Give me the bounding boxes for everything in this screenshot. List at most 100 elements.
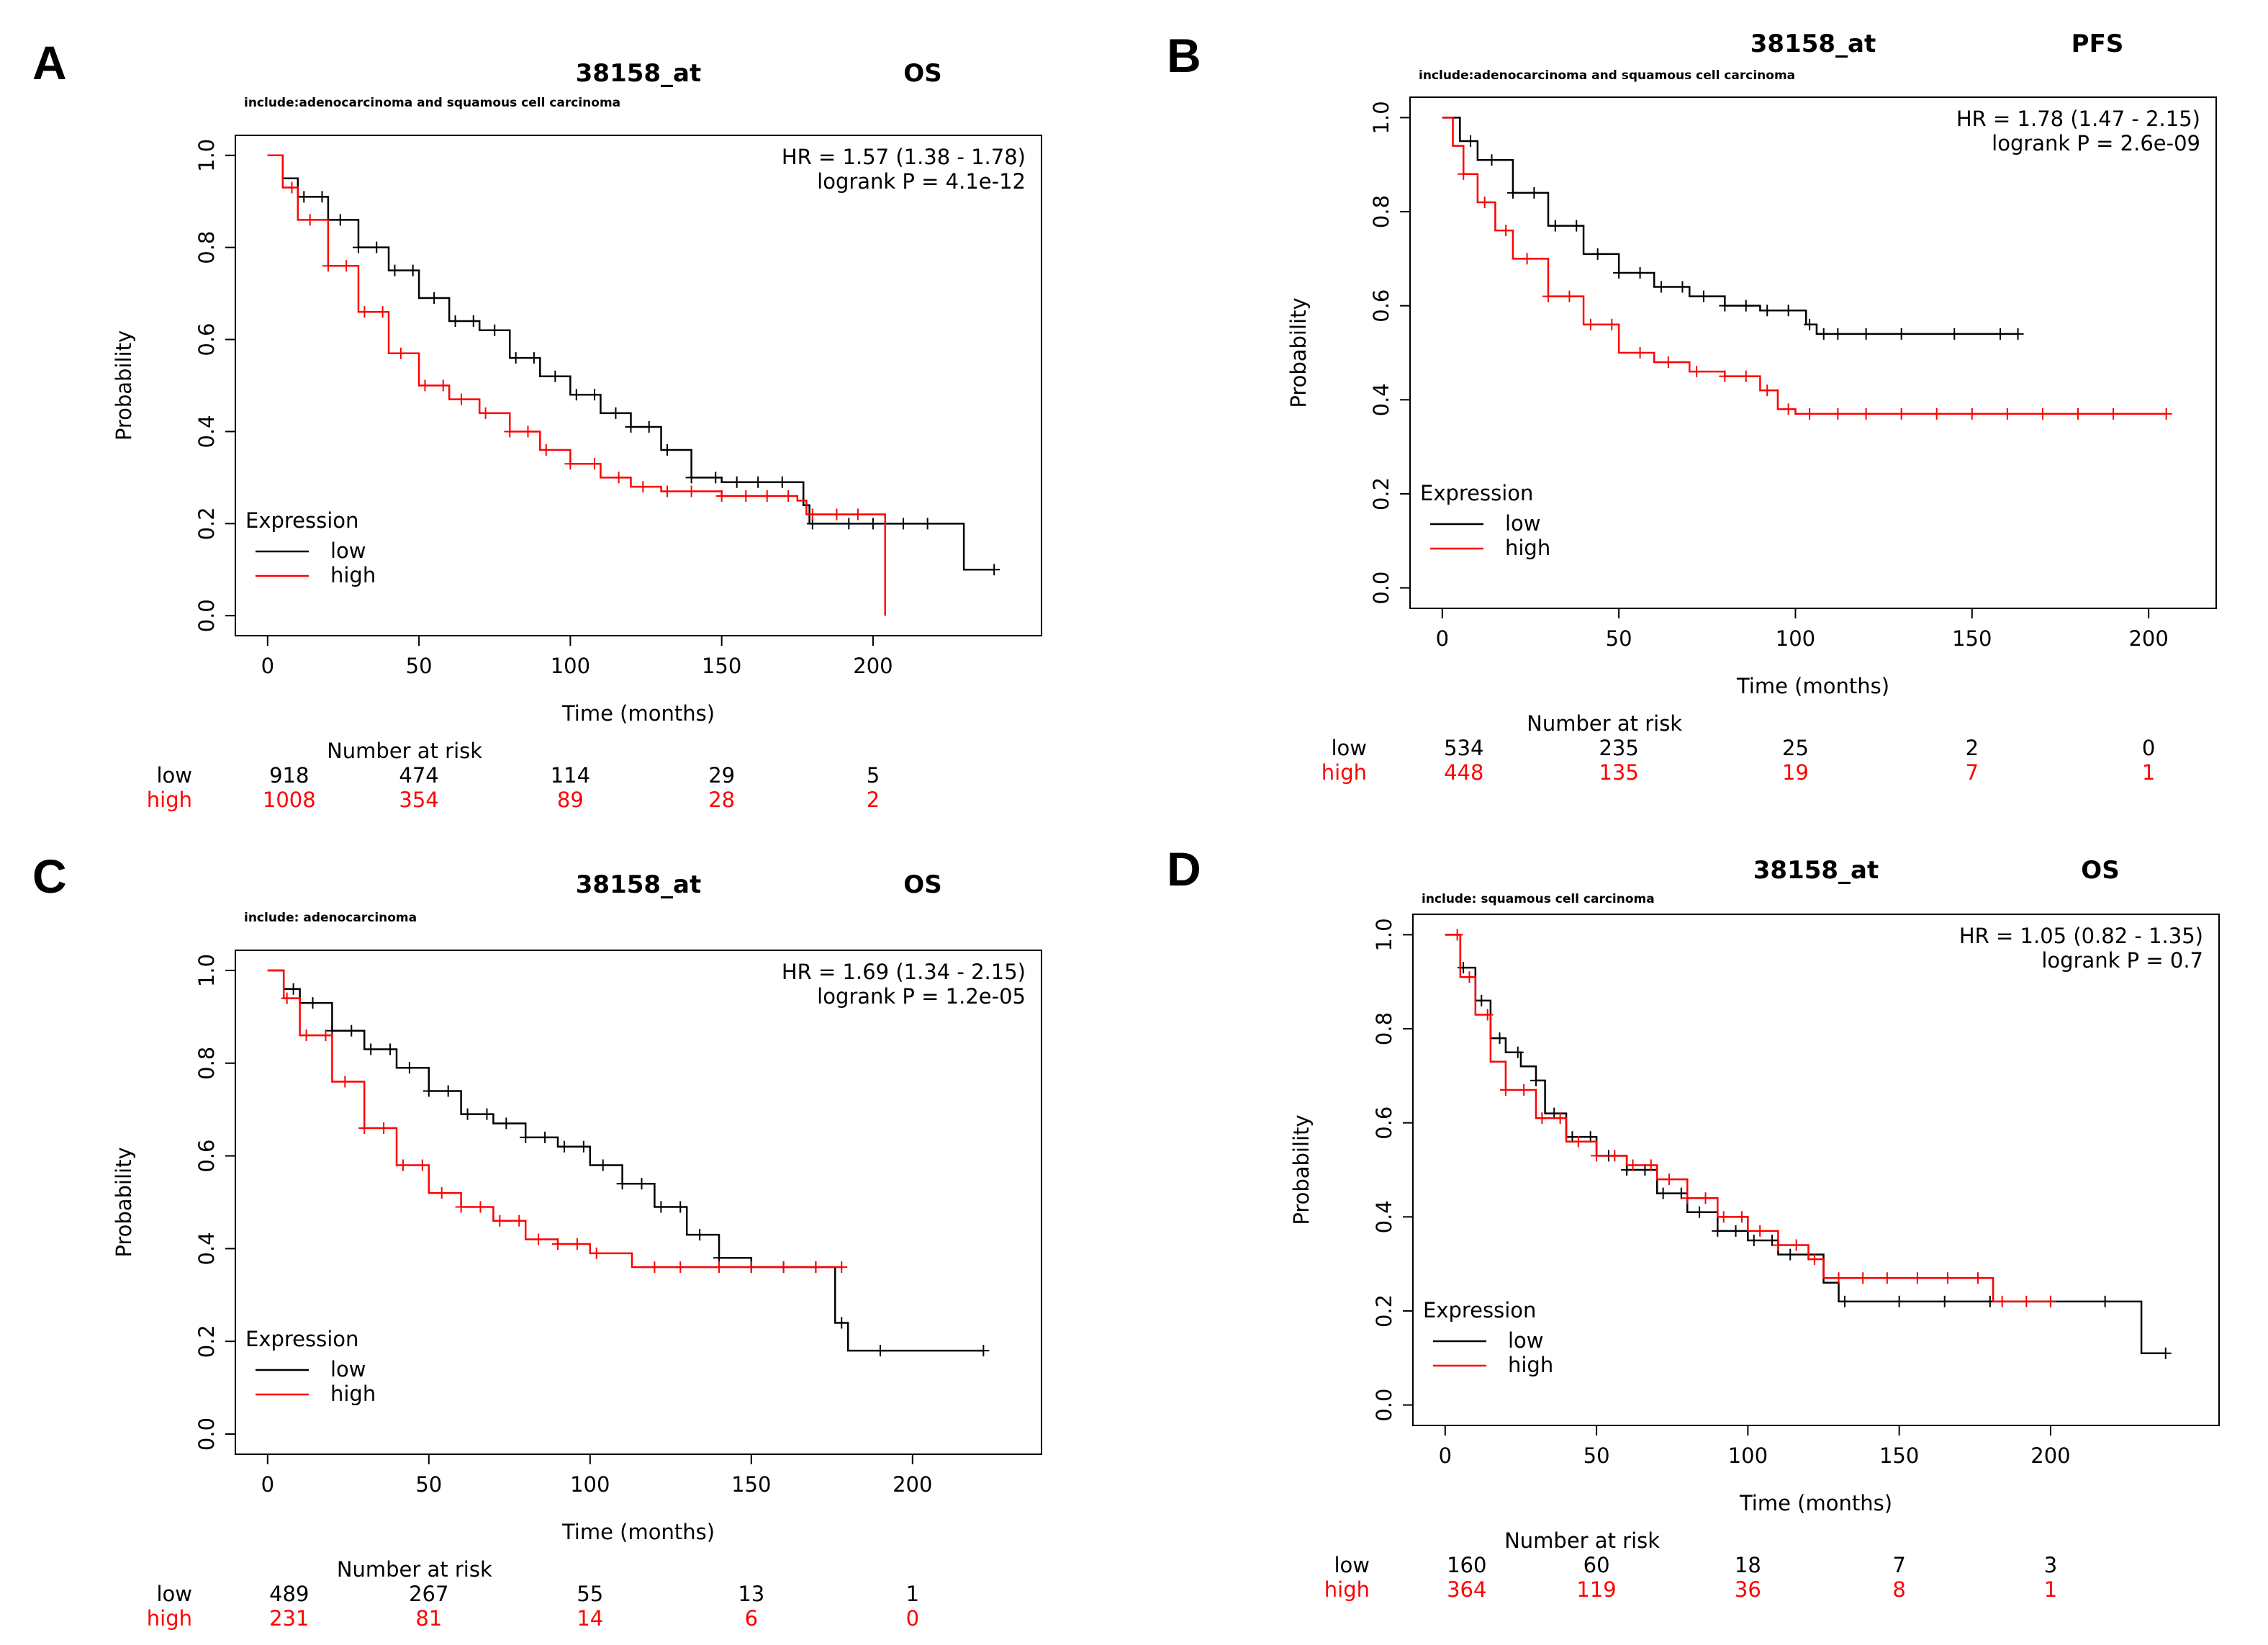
- censor-mark-low: [1893, 1295, 1905, 1307]
- survival-curve-low: [1445, 934, 2166, 1354]
- censor-mark-high: [1833, 1272, 1845, 1284]
- risk-row-label-high: high: [147, 1606, 192, 1631]
- km-plot-svg: C 38158_at OS include: adenocarcinoma 0.0 0.2…: [32, 849, 1042, 1631]
- hazard-ratio: HR = 1.57 (1.38 - 1.78): [782, 145, 1026, 169]
- chart-subtitle: include: squamous cell carcinoma: [1422, 892, 1655, 906]
- y-tick-label: 1.0: [1372, 918, 1396, 951]
- chart-subtitle: include: adenocarcinoma: [244, 911, 417, 925]
- censor-mark-low: [898, 518, 909, 530]
- censor-mark-high: [1972, 1272, 1984, 1284]
- risk-value: 3: [2044, 1553, 2057, 1577]
- censor-mark-low: [403, 1062, 415, 1074]
- risk-value: 7: [1892, 1553, 1905, 1577]
- censor-mark-low: [384, 1043, 397, 1055]
- risk-value: 534: [1444, 736, 1483, 760]
- censor-mark-low: [449, 315, 461, 327]
- probe-title: 38158_at: [1753, 856, 1879, 885]
- risk-value: 29: [708, 763, 735, 788]
- censor-mark-high: [1536, 1112, 1548, 1125]
- legend-label-high: high: [330, 563, 376, 587]
- censor-mark-high: [1609, 1150, 1621, 1162]
- censor-mark-high: [1463, 971, 1476, 983]
- risk-value: 1: [2044, 1577, 2057, 1602]
- x-axis-label: Time (months): [561, 1520, 715, 1544]
- y-tick-label: 0.8: [1372, 1012, 1396, 1045]
- endpoint-title: OS: [903, 870, 941, 899]
- x-tick-label: 150: [1952, 626, 1992, 651]
- censor-mark-high: [685, 485, 697, 497]
- risk-value: 14: [577, 1606, 603, 1631]
- censor-mark-high: [1790, 1239, 1802, 1251]
- hazard-ratio: HR = 1.69 (1.34 - 2.15): [782, 960, 1026, 984]
- censor-mark-low: [577, 1140, 589, 1153]
- censor-mark-high: [504, 425, 516, 438]
- censor-mark-low: [1476, 994, 1488, 1006]
- risk-value: 55: [577, 1582, 603, 1606]
- chart-subtitle: include:adenocarcinoma and squamous cell…: [1419, 68, 1795, 83]
- x-tick-label: 100: [1728, 1443, 1768, 1468]
- y-tick-label: 1.0: [194, 139, 219, 172]
- censor-mark-low: [2099, 1295, 2111, 1307]
- y-tick-label: 0.6: [1372, 1107, 1396, 1140]
- censor-mark-low: [843, 518, 855, 530]
- censor-mark-low: [921, 518, 934, 530]
- risk-value: 267: [409, 1582, 448, 1606]
- censor-mark-low: [1694, 1206, 1706, 1218]
- censor-mark-high: [836, 1261, 848, 1274]
- risk-value: 19: [1782, 760, 1809, 785]
- censor-mark-high: [1634, 347, 1646, 359]
- survival-curve-low: [1442, 117, 2018, 335]
- y-tick-label: 0.4: [194, 415, 219, 448]
- km-plot-svg: A 38158_at OS include:adenocarcinoma and sq…: [32, 36, 1042, 812]
- y-tick-label: 0.0: [1372, 1389, 1396, 1422]
- legend-label-low: low: [330, 1357, 366, 1382]
- censor-mark-low: [674, 1201, 687, 1213]
- censor-mark-high: [806, 508, 818, 520]
- panel-letter: D: [1167, 842, 1201, 896]
- risk-value: 89: [557, 788, 584, 812]
- censor-mark-high: [2036, 407, 2048, 420]
- survival-curve-high: [1445, 934, 2051, 1303]
- censor-mark-low: [1571, 220, 1583, 232]
- censor-mark-high: [740, 490, 752, 502]
- censor-mark-low: [520, 1131, 532, 1143]
- survival-curve-high: [267, 969, 842, 1268]
- risk-table-title: Number at risk: [1527, 711, 1682, 736]
- censor-mark-high: [437, 379, 449, 392]
- censor-mark-low: [298, 191, 310, 203]
- censor-mark-high: [1591, 1150, 1603, 1162]
- censor-mark-high: [1451, 929, 1463, 941]
- censor-mark-high: [494, 1214, 506, 1227]
- censor-mark-high: [281, 992, 293, 1004]
- x-axis-label: Time (months): [1736, 674, 1889, 698]
- censor-mark-high: [661, 485, 673, 497]
- y-tick-label: 0.2: [1369, 477, 1393, 510]
- censor-mark-high: [1740, 370, 1752, 382]
- censor-mark-low: [1591, 248, 1604, 260]
- censor-mark-low: [589, 389, 601, 401]
- logrank-p: logrank P = 2.6e-09: [1992, 131, 2200, 156]
- plot-frame: [1412, 914, 2220, 1426]
- censor-mark-low: [1634, 266, 1646, 279]
- censor-mark-high: [1521, 253, 1533, 265]
- censor-mark-low: [710, 472, 722, 484]
- censor-mark-low: [1712, 1225, 1724, 1237]
- risk-row-label-low: low: [1334, 1553, 1370, 1577]
- censor-mark-low: [345, 1024, 358, 1037]
- legend-label-low: low: [1505, 511, 1541, 536]
- y-axis-label: Probability: [1289, 1114, 1314, 1225]
- y-tick-label: 0.2: [194, 1325, 219, 1358]
- censor-mark-low: [461, 1108, 474, 1120]
- risk-row-label-high: high: [1324, 1577, 1370, 1602]
- legend-title: Expression: [1423, 1298, 1536, 1322]
- risk-value: 36: [1735, 1577, 1761, 1602]
- censor-mark-high: [1554, 1112, 1566, 1125]
- y-tick-label: 0.4: [194, 1232, 219, 1265]
- censor-mark-high: [513, 1214, 525, 1227]
- censor-mark-high: [1719, 370, 1731, 382]
- censor-mark-high: [435, 1187, 448, 1199]
- censor-mark-low: [570, 389, 582, 401]
- censor-mark-high: [589, 458, 601, 470]
- censor-mark-high: [590, 1247, 602, 1259]
